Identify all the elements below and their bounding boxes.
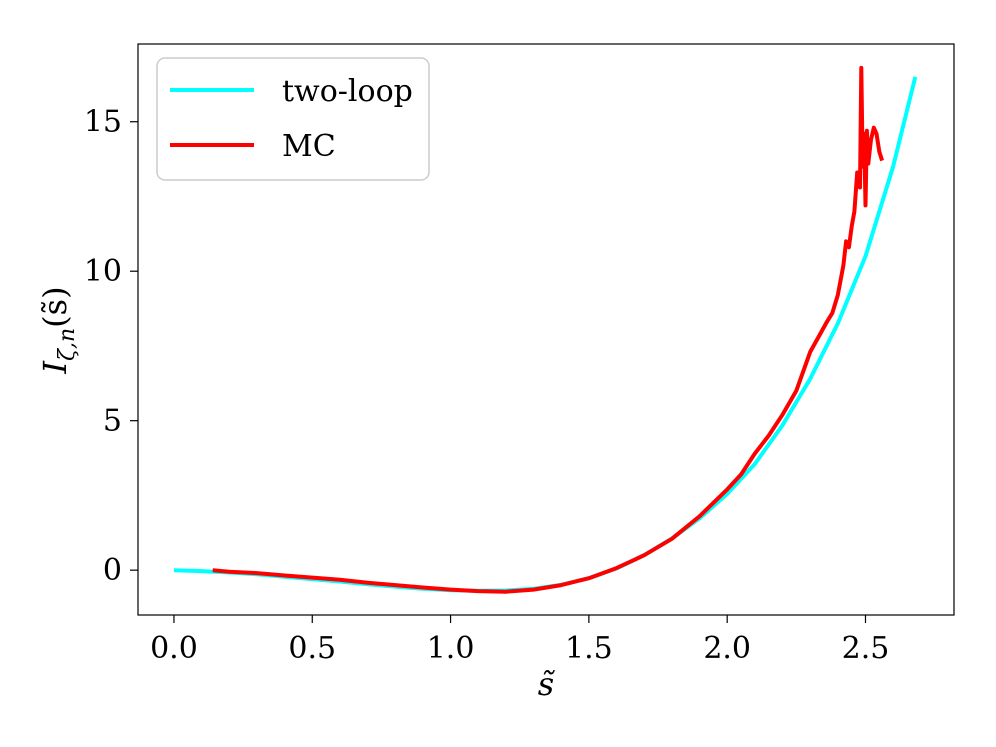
y-tick-label: 5 [103, 404, 122, 439]
y-axis-label-sub: ζ,n [55, 328, 80, 361]
y-axis-label-main: I [36, 360, 74, 375]
x-tick-label: 0.5 [288, 631, 336, 666]
x-tick-label: 2.0 [703, 631, 751, 666]
legend-label-two-loop: two-loop [282, 74, 413, 109]
y-tick-label: 0 [103, 553, 122, 588]
x-tick-label: 2.5 [842, 631, 890, 666]
y-axis-label: Iζ,n(s̃) [36, 286, 80, 374]
x-axis-label: s̃ [538, 665, 556, 703]
ticks-layer: 0.0 0.5 1.0 1.5 2.0 2.5 0 5 10 15 [84, 105, 890, 666]
y-tick-label: 15 [84, 105, 122, 140]
y-tick-label: 10 [84, 254, 122, 289]
series-line-mc [212, 65, 885, 594]
x-tick-label: 1.0 [427, 631, 475, 666]
y-axis-label-arg: (s̃) [36, 286, 74, 327]
legend-label-mc: MC [282, 129, 336, 164]
series-layer [173, 65, 918, 594]
legend: two-loop MC [156, 57, 430, 181]
x-tick-label: 1.5 [565, 631, 613, 666]
x-tick-label: 0.0 [150, 631, 198, 666]
svg-text:Iζ,n(s̃): Iζ,n(s̃) [36, 286, 80, 374]
